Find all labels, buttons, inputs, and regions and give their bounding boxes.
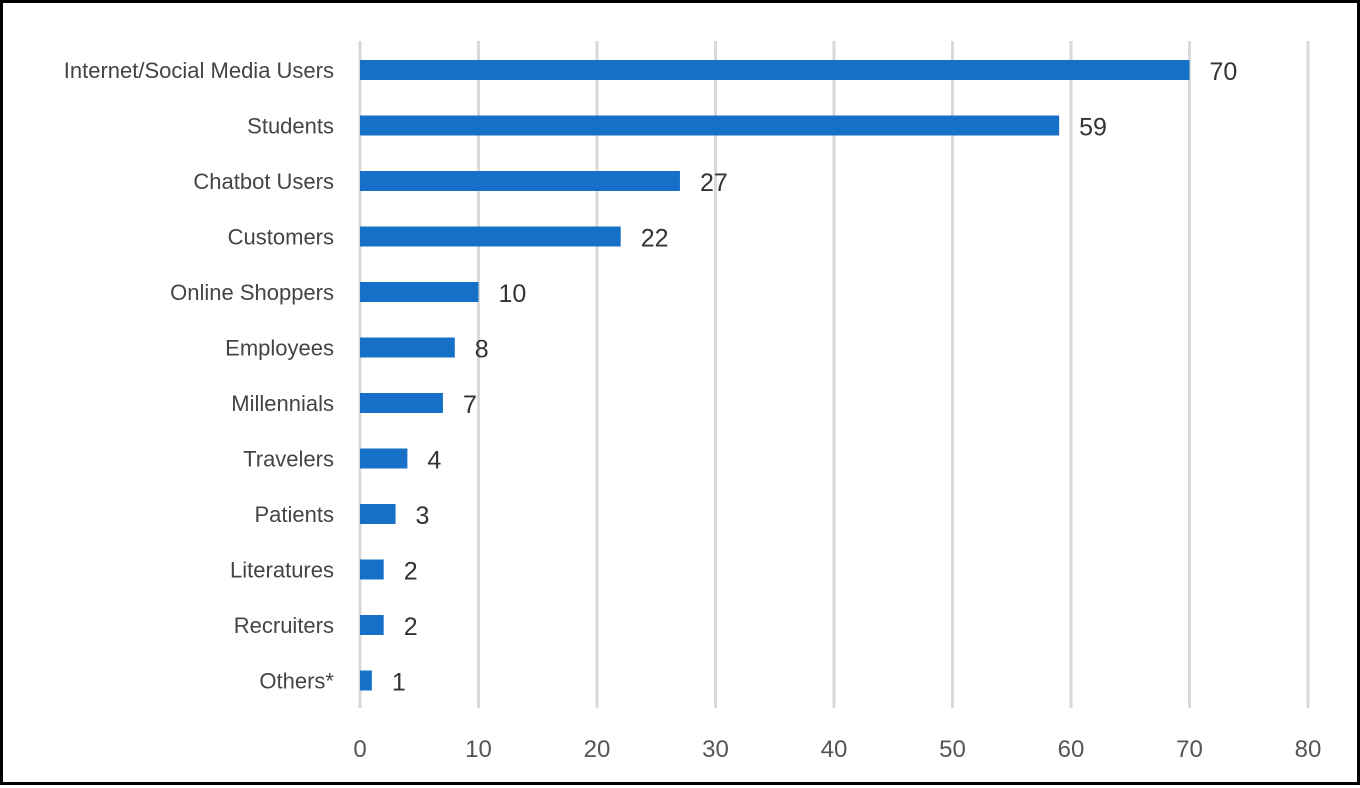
category-label: Literatures [230,558,334,583]
category-label: Internet/Social Media Users [64,58,334,83]
x-tick-label: 80 [1295,736,1322,763]
bar [360,448,408,469]
bar [360,171,680,191]
bar [360,504,396,524]
bar [360,337,455,358]
data-label: 10 [499,280,527,308]
x-tick-label: 10 [465,736,492,763]
data-label: 22 [641,225,669,253]
bar [360,393,443,413]
category-label: Customers [228,225,334,250]
category-label: Travelers [243,447,334,472]
x-tick-label: 60 [1058,736,1085,763]
bar [360,670,372,691]
data-label: 4 [427,447,441,475]
gridlines [358,41,1310,708]
x-tick-label: 40 [821,736,848,763]
data-label: 2 [404,558,418,586]
bar [360,615,384,635]
bar [360,115,1060,136]
x-tick-label: 0 [353,736,366,763]
category-labels: Internet/Social Media Users Students Chatb… [64,58,335,694]
bar [360,559,384,580]
data-label: 70 [1210,58,1238,86]
bar [360,226,621,247]
data-label: 1 [392,669,406,697]
category-label: Chatbot Users [193,169,334,194]
bar [360,60,1190,80]
category-label: Patients [255,502,335,527]
x-axis-tick-labels: 0 10 20 30 40 50 60 70 80 [353,736,1321,763]
bar [360,282,479,302]
data-label: 8 [475,336,489,364]
x-tick-label: 50 [939,736,966,763]
category-label: Others* [259,669,334,694]
x-tick-label: 20 [584,736,611,763]
bar-chart: Internet/Social Media Users Students Chatb… [64,41,1321,763]
category-label: Recruiters [234,613,334,638]
category-label: Millennials [231,391,334,416]
bars [360,60,1190,691]
data-label: 7 [463,391,477,419]
data-label: 2 [404,613,418,641]
data-label: 59 [1079,114,1107,142]
data-label: 3 [416,502,430,530]
category-label: Online Shoppers [170,280,334,305]
x-tick-label: 30 [702,736,729,763]
data-label: 27 [700,169,728,197]
x-tick-label: 70 [1176,736,1203,763]
category-label: Students [247,114,334,139]
category-label: Employees [225,336,334,361]
